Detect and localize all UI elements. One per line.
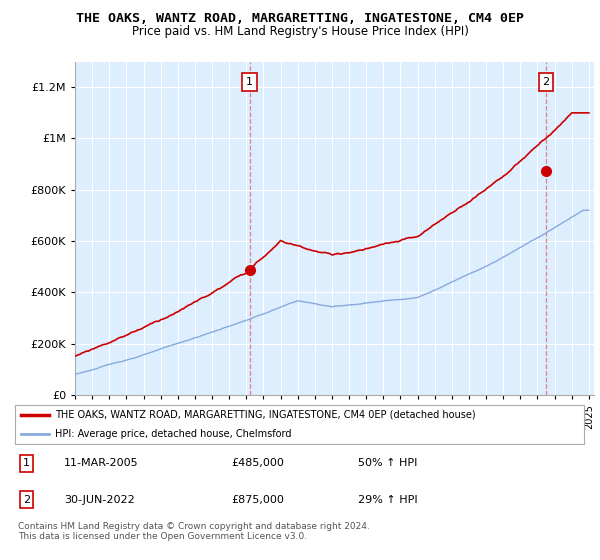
FancyBboxPatch shape	[15, 405, 584, 444]
Text: 1: 1	[246, 77, 253, 87]
Text: 29% ↑ HPI: 29% ↑ HPI	[358, 495, 417, 505]
Text: HPI: Average price, detached house, Chelmsford: HPI: Average price, detached house, Chel…	[55, 429, 292, 439]
Text: 50% ↑ HPI: 50% ↑ HPI	[358, 459, 417, 468]
Text: 2: 2	[23, 495, 30, 505]
Text: Contains HM Land Registry data © Crown copyright and database right 2024.
This d: Contains HM Land Registry data © Crown c…	[18, 522, 370, 542]
Text: THE OAKS, WANTZ ROAD, MARGARETTING, INGATESTONE, CM4 0EP: THE OAKS, WANTZ ROAD, MARGARETTING, INGA…	[76, 12, 524, 25]
Text: 11-MAR-2005: 11-MAR-2005	[64, 459, 139, 468]
Text: 30-JUN-2022: 30-JUN-2022	[64, 495, 134, 505]
Text: 2: 2	[542, 77, 550, 87]
Text: Price paid vs. HM Land Registry's House Price Index (HPI): Price paid vs. HM Land Registry's House …	[131, 25, 469, 38]
Text: £485,000: £485,000	[231, 459, 284, 468]
Text: 1: 1	[23, 459, 30, 468]
Text: £875,000: £875,000	[231, 495, 284, 505]
Text: THE OAKS, WANTZ ROAD, MARGARETTING, INGATESTONE, CM4 0EP (detached house): THE OAKS, WANTZ ROAD, MARGARETTING, INGA…	[55, 409, 476, 419]
